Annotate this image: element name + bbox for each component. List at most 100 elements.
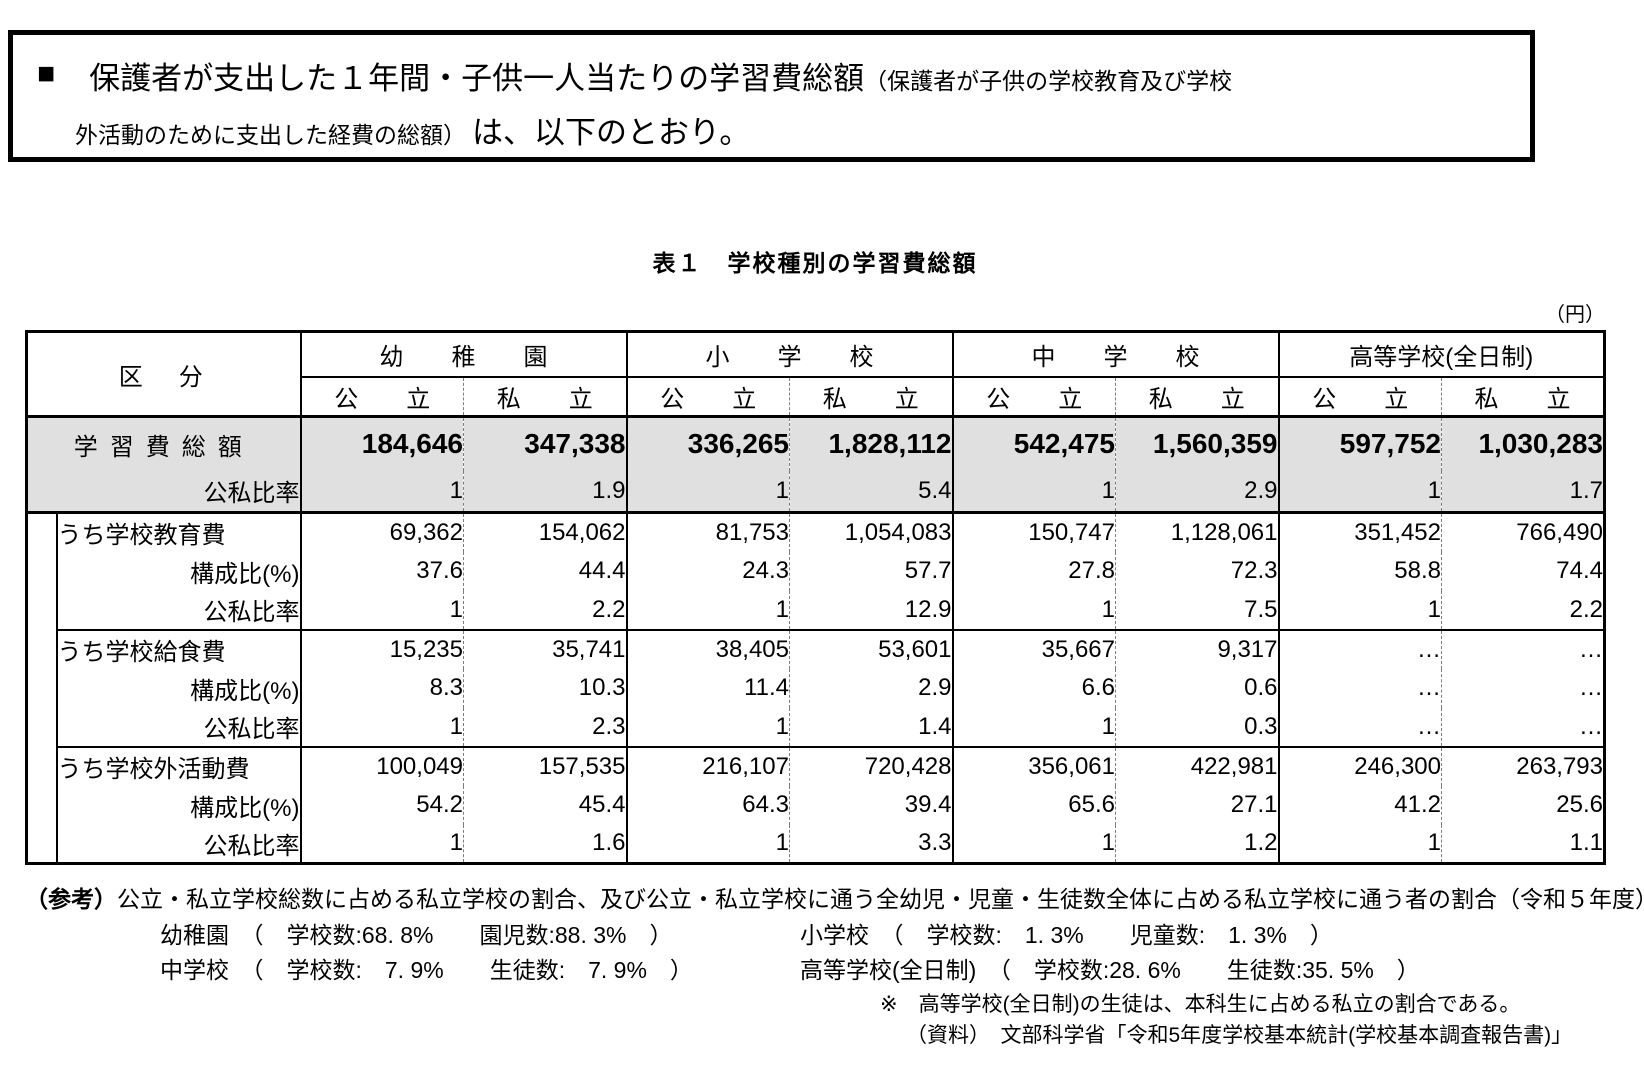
reference-stats-line-1: 幼稚園 （ 学校数:68. 8% 園児数:88. 3% ） 小学校 （ 学校数:… [0,916,1644,948]
label-indent-strip [26,512,58,864]
group-header-high-school: 高等学校(全日制) [1277,331,1605,378]
value-cell: 41.2 [1277,785,1442,825]
value-cell: 1 [951,824,1116,864]
value-cell: 1 [1277,824,1442,864]
value-cell: 35,667 [951,628,1116,669]
col-header-private: 私 立 [1440,376,1605,418]
row-label-public-private-ratio: 公私比率 [56,824,302,864]
value-cell: 5.4 [789,470,953,514]
value-cell: 1.7 [1440,470,1605,514]
junior-high-stats: 中学校 （ 学校数: 7. 9% 生徒数: 7. 9% ） [160,957,693,983]
value-cell: 766,490 [1440,511,1605,552]
value-cell: 422,981 [1115,745,1279,786]
value-cell: 263,793 [1440,745,1605,786]
value-cell: 39.4 [789,785,953,825]
notice-box: ■ 保護者が支出した１年間・子供一人当たりの学習費総額（保護者が子供の学校教育及び… [8,30,1535,162]
value-cell: 10.3 [463,668,627,708]
reference-stats-line-2: 中学校 （ 学校数: 7. 9% 生徒数: 7. 9% ） 高等学校(全日制) … [0,951,1644,983]
value-cell: 356,061 [951,745,1116,786]
value-cell: 1 [625,824,790,864]
notice-paren-text-1: （保護者が子供の学校教育及び学校 [864,69,1233,94]
value-cell: 1 [300,470,464,514]
value-cell: 7.5 [1115,590,1279,630]
value-cell: … [1440,668,1605,708]
value-cell: 336,265 [625,416,790,471]
value-cell: 72.3 [1115,551,1279,591]
value-cell: 720,428 [789,745,953,786]
value-cell: 1,128,061 [1115,511,1279,552]
value-cell: 38,405 [625,628,790,669]
value-cell: 11.4 [625,668,790,708]
value-cell: 2.9 [1115,470,1279,514]
value-cell: 25.6 [1440,785,1605,825]
source-note: （資料） 文部科学省「令和5年度学校基本統計(学校基本調査報告書)」 [906,1024,1573,1047]
value-cell: 54.2 [416,791,463,818]
reference-note: （参考）公立・私立学校総数に占める私立学校の割合、及び公立・私立学校に通う全幼児… [25,880,1644,914]
value-cell: 2.2 [463,590,627,630]
value-cell: … [1277,628,1442,669]
value-cell: 184,646 [300,416,464,471]
row-label-composition: 構成比(%) [56,551,302,591]
value-cell: 1,828,112 [789,416,953,471]
value-cell: 12.9 [789,590,953,630]
value-cell: 1 [625,707,790,747]
reference-text: 公立・私立学校総数に占める私立学校の割合、及び公立・私立学校に通う全幼児・児童・… [117,886,1644,912]
value-cell: 154,062 [463,511,627,552]
col-header-private: 私 立 [789,376,953,418]
value-cell: 24.3 [625,551,790,591]
value-cell: … [1440,628,1605,669]
row-label-school-education: うち学校教育費 [56,511,302,552]
value-cell: 37.6 [416,557,463,584]
value-cell: 15,235 [300,628,464,669]
row-label-total: 学習費総額 [26,416,302,471]
group-header-elementary: 小 学 校 [625,331,953,378]
value-cell: 0.6 [1115,668,1279,708]
row-label-public-private-ratio: 公私比率 [56,590,302,630]
school-expense-table: 区 分 幼 稚 園 小 学 校 中 学 校 高等学校(全日制) 公 立 私 立 … [25,330,1607,865]
notice-main-text: 保護者が支出した１年間・子供一人当たりの学習費総額 [89,61,865,96]
col-header-private: 私 立 [463,376,627,418]
value-cell: 1.4 [789,707,953,747]
value-cell: 6.6 [951,668,1116,708]
asterisk-note: ※ 高等学校(全日制)の生徒は、本科生に占める私立の割合である。 [880,993,1521,1016]
row-label-composition: 構成比(%) [56,785,302,825]
col-header-public: 公 立 [951,376,1116,418]
value-cell: 542,475 [951,416,1116,471]
group-header-kindergarten: 幼 稚 園 [300,331,627,378]
reference-prefix: （参考） [25,886,117,912]
corner-header: 区 分 [26,331,302,418]
value-cell: 351,452 [1277,511,1442,552]
black-square-bullet-icon: ■ [37,57,56,90]
value-cell: 2.2 [1440,590,1605,630]
col-header-public: 公 立 [625,376,790,418]
value-cell: 57.7 [789,551,953,591]
value-cell: 157,535 [463,745,627,786]
value-cell: 58.8 [1277,551,1442,591]
value-cell: 597,752 [1277,416,1442,471]
value-cell: 1 [449,595,463,623]
row-label-public-private-ratio: 公私比率 [26,470,302,514]
value-cell: 44.4 [463,551,627,591]
value-cell: 1.2 [1115,824,1279,864]
value-cell: 1 [951,707,1116,747]
value-cell: 3.3 [789,824,953,864]
value-cell: 8.3 [429,674,463,701]
value-cell: … [1277,668,1442,708]
notice-main-text-2: は、以下のとおり。 [472,115,751,150]
value-cell: 27.1 [1115,785,1279,825]
value-cell: 65.6 [951,785,1116,825]
notice-line-2: 外活動のために支出した経費の総額） は、以下のとおり。 [75,107,750,152]
value-cell: 1 [1277,590,1442,630]
value-cell: 2.9 [789,668,953,708]
value-cell: 1 [449,712,463,740]
value-cell: 0.3 [1115,707,1279,747]
col-header-public: 公 立 [300,376,464,418]
value-cell: 216,107 [625,745,790,786]
value-cell: 100,049 [300,745,464,786]
table-title: 表１ 学校種別の学習費総額 [652,250,978,276]
high-school-stats: 高等学校(全日制) （ 学校数:28. 6% 生徒数:35. 5% ） [800,957,1420,983]
row-label-composition: 構成比(%) [56,668,302,708]
value-cell: 1,560,359 [1115,416,1279,471]
value-cell: 1 [625,470,790,514]
value-cell: 1.6 [463,824,627,864]
